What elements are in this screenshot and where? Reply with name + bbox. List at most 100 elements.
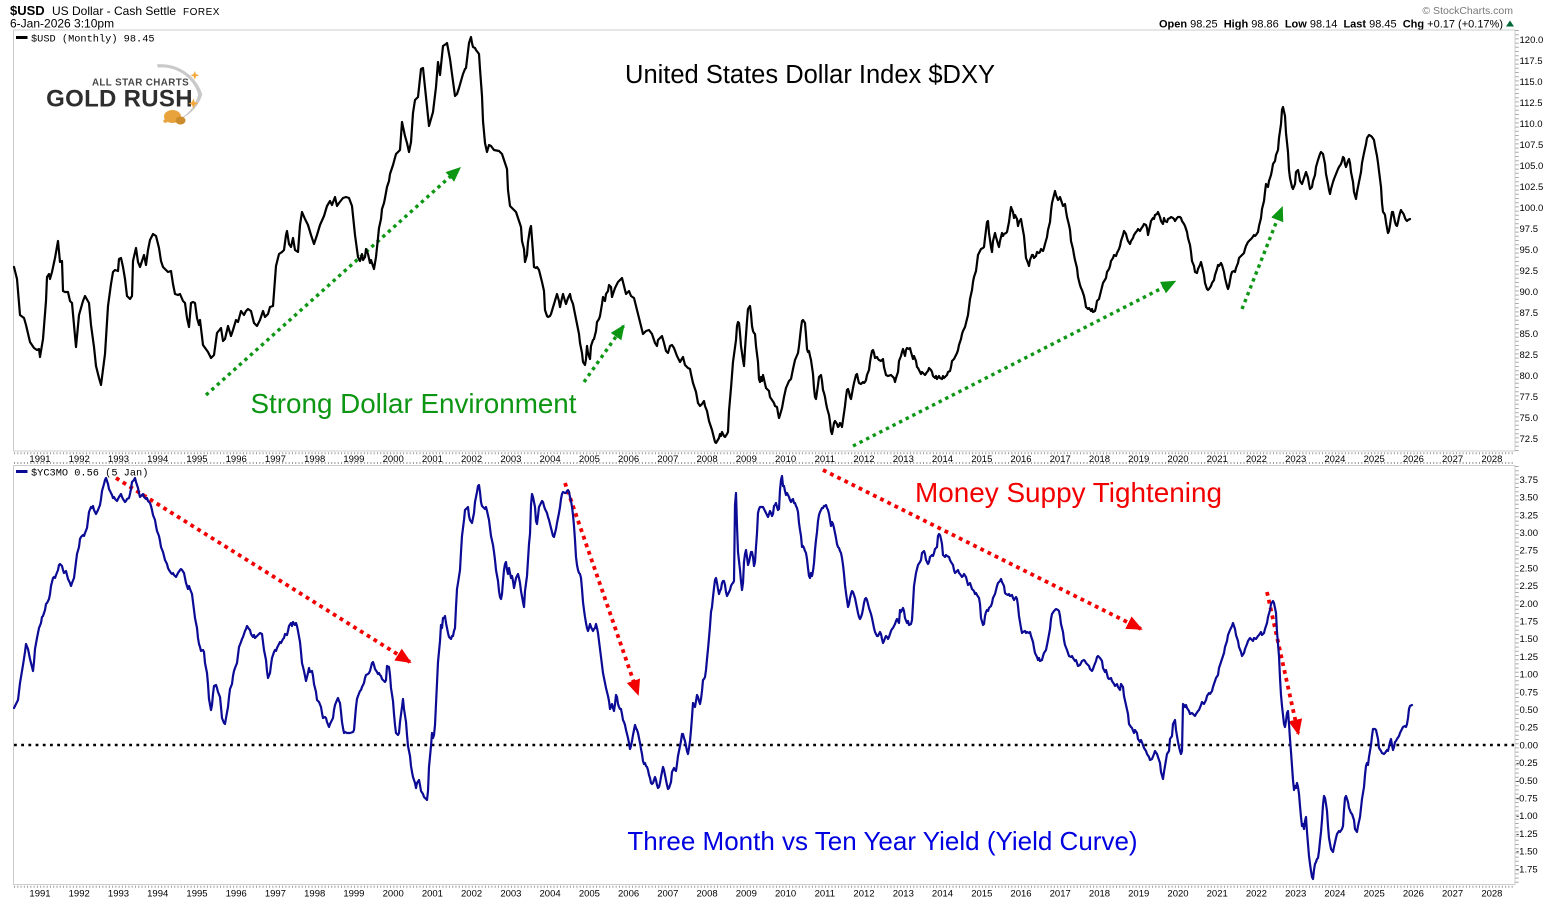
svg-text:90.0: 90.0 bbox=[1520, 287, 1539, 298]
svg-text:115.0: 115.0 bbox=[1520, 77, 1543, 88]
svg-text:2017: 2017 bbox=[1050, 454, 1071, 465]
svg-text:2007: 2007 bbox=[657, 454, 678, 465]
svg-text:102.5: 102.5 bbox=[1520, 182, 1544, 193]
svg-text:2013: 2013 bbox=[893, 454, 914, 465]
svg-text:1998: 1998 bbox=[304, 889, 325, 900]
svg-text:1.75: 1.75 bbox=[1520, 617, 1539, 628]
svg-text:2.25: 2.25 bbox=[1520, 581, 1539, 592]
svg-text:0.75: 0.75 bbox=[1520, 687, 1539, 698]
svg-text:Three Month vs Ten Year Yield: Three Month vs Ten Year Yield (Yield Cur… bbox=[627, 826, 1137, 856]
svg-text:2019: 2019 bbox=[1128, 889, 1149, 900]
svg-text:GOLD RUSH: GOLD RUSH bbox=[46, 86, 193, 113]
svg-text:2009: 2009 bbox=[736, 454, 757, 465]
svg-text:2009: 2009 bbox=[736, 889, 757, 900]
svg-text:6-Jan-2026 3:10pm: 6-Jan-2026 3:10pm bbox=[10, 17, 114, 31]
svg-text:Open 98.25 High 98.86 Low 98.1: Open 98.25 High 98.86 Low 98.14 Last 98.… bbox=[1159, 19, 1503, 31]
svg-text:2028: 2028 bbox=[1481, 454, 1502, 465]
svg-text:2017: 2017 bbox=[1050, 889, 1071, 900]
svg-text:1995: 1995 bbox=[186, 454, 207, 465]
svg-text:2016: 2016 bbox=[1010, 889, 1031, 900]
svg-text:2000: 2000 bbox=[383, 889, 404, 900]
svg-text:-0.25: -0.25 bbox=[1516, 758, 1538, 769]
svg-text:2021: 2021 bbox=[1207, 889, 1228, 900]
svg-text:$YC3MO 0.56 (5 Jan): $YC3MO 0.56 (5 Jan) bbox=[31, 468, 148, 480]
svg-text:82.5: 82.5 bbox=[1520, 350, 1539, 361]
svg-text:1995: 1995 bbox=[186, 889, 207, 900]
svg-text:85.0: 85.0 bbox=[1520, 329, 1539, 340]
svg-text:1998: 1998 bbox=[304, 454, 325, 465]
svg-text:2016: 2016 bbox=[1010, 454, 1031, 465]
svg-text:2022: 2022 bbox=[1246, 454, 1267, 465]
svg-text:120.0: 120.0 bbox=[1520, 35, 1544, 46]
svg-text:2011: 2011 bbox=[815, 454, 835, 465]
svg-text:107.5: 107.5 bbox=[1520, 140, 1544, 151]
svg-text:1996: 1996 bbox=[226, 889, 247, 900]
svg-text:-1.50: -1.50 bbox=[1516, 847, 1538, 858]
svg-text:United States Dollar Index $DX: United States Dollar Index $DXY bbox=[625, 61, 995, 89]
svg-text:1992: 1992 bbox=[69, 889, 90, 900]
svg-text:1.25: 1.25 bbox=[1520, 652, 1539, 663]
svg-text:2008: 2008 bbox=[697, 889, 718, 900]
svg-text:2003: 2003 bbox=[500, 454, 521, 465]
svg-text:2026: 2026 bbox=[1403, 454, 1424, 465]
svg-text:1999: 1999 bbox=[343, 889, 364, 900]
svg-text:2026: 2026 bbox=[1403, 889, 1424, 900]
svg-text:2025: 2025 bbox=[1364, 889, 1385, 900]
svg-text:2024: 2024 bbox=[1324, 889, 1345, 900]
svg-text:1992: 1992 bbox=[69, 454, 90, 465]
svg-text:0.00: 0.00 bbox=[1520, 740, 1539, 751]
svg-text:2015: 2015 bbox=[971, 889, 992, 900]
svg-text:117.5: 117.5 bbox=[1520, 56, 1543, 67]
svg-text:2003: 2003 bbox=[500, 889, 521, 900]
svg-text:3.50: 3.50 bbox=[1520, 493, 1539, 504]
svg-text:2000: 2000 bbox=[383, 454, 404, 465]
svg-text:1.50: 1.50 bbox=[1520, 634, 1539, 645]
svg-text:97.5: 97.5 bbox=[1520, 224, 1539, 235]
svg-text:2025: 2025 bbox=[1364, 454, 1385, 465]
svg-text:95.0: 95.0 bbox=[1520, 245, 1539, 256]
svg-text:1.00: 1.00 bbox=[1520, 670, 1539, 681]
svg-text:1994: 1994 bbox=[147, 454, 168, 465]
svg-text:77.5: 77.5 bbox=[1520, 392, 1539, 403]
svg-text:Money Suppy Tightening: Money Suppy Tightening bbox=[915, 477, 1222, 508]
svg-text:105.0: 105.0 bbox=[1520, 161, 1544, 172]
svg-text:ALL STAR CHARTS: ALL STAR CHARTS bbox=[92, 77, 189, 88]
svg-text:2023: 2023 bbox=[1285, 889, 1306, 900]
svg-text:2018: 2018 bbox=[1089, 889, 1110, 900]
svg-text:Strong Dollar Environment: Strong Dollar Environment bbox=[251, 388, 577, 419]
svg-text:-0.75: -0.75 bbox=[1516, 794, 1538, 805]
svg-text:72.5: 72.5 bbox=[1520, 434, 1539, 445]
svg-text:$USD: $USD bbox=[10, 3, 45, 18]
svg-text:-1.75: -1.75 bbox=[1516, 864, 1538, 875]
svg-text:2004: 2004 bbox=[540, 454, 561, 465]
svg-text:2014: 2014 bbox=[932, 454, 953, 465]
svg-text:2002: 2002 bbox=[461, 454, 482, 465]
svg-text:75.0: 75.0 bbox=[1520, 413, 1539, 424]
svg-text:2012: 2012 bbox=[853, 889, 874, 900]
svg-text:2021: 2021 bbox=[1207, 454, 1228, 465]
svg-text:1999: 1999 bbox=[343, 454, 364, 465]
svg-text:3.25: 3.25 bbox=[1520, 510, 1539, 521]
svg-text:2013: 2013 bbox=[893, 889, 914, 900]
svg-text:2004: 2004 bbox=[540, 889, 561, 900]
svg-text:© StockCharts.com: © StockCharts.com bbox=[1422, 5, 1513, 17]
svg-text:2022: 2022 bbox=[1246, 889, 1267, 900]
svg-text:2027: 2027 bbox=[1442, 889, 1463, 900]
svg-text:2028: 2028 bbox=[1481, 889, 1502, 900]
svg-text:2012: 2012 bbox=[853, 454, 874, 465]
svg-text:2008: 2008 bbox=[697, 454, 718, 465]
svg-text:87.5: 87.5 bbox=[1520, 308, 1539, 319]
svg-text:3.00: 3.00 bbox=[1520, 528, 1539, 539]
svg-text:2011: 2011 bbox=[815, 889, 835, 900]
svg-text:2005: 2005 bbox=[579, 889, 600, 900]
svg-text:1991: 1991 bbox=[29, 454, 50, 465]
svg-text:2020: 2020 bbox=[1167, 454, 1188, 465]
svg-text:US Dollar - Cash Settle: US Dollar - Cash Settle bbox=[52, 4, 176, 18]
svg-text:-0.50: -0.50 bbox=[1516, 776, 1538, 787]
svg-text:110.0: 110.0 bbox=[1520, 119, 1543, 130]
svg-text:1991: 1991 bbox=[29, 889, 50, 900]
svg-text:80.0: 80.0 bbox=[1520, 371, 1539, 382]
svg-text:1993: 1993 bbox=[108, 454, 129, 465]
svg-text:2.50: 2.50 bbox=[1520, 563, 1539, 574]
svg-text:2006: 2006 bbox=[618, 454, 639, 465]
